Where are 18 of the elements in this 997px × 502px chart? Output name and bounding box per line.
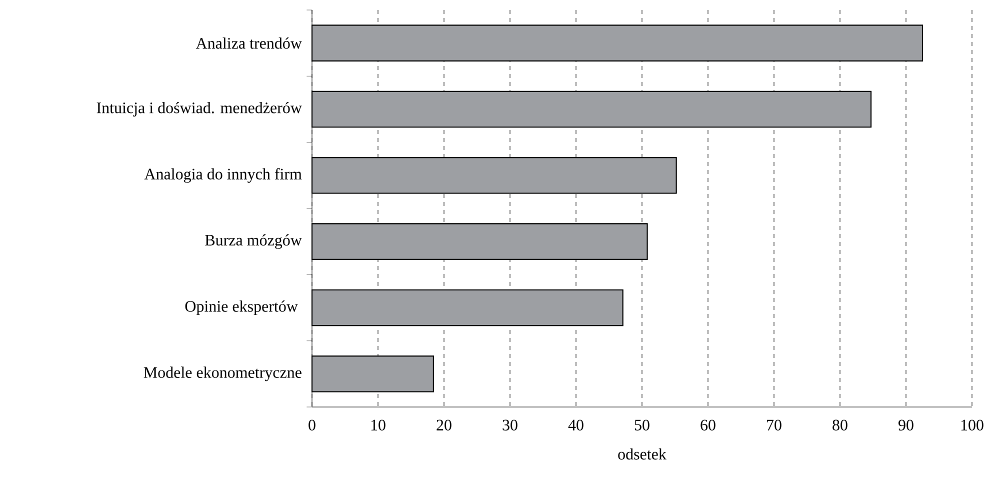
x-tick-label: 40 — [568, 420, 584, 430]
x-axis-title: odsetek — [618, 448, 666, 460]
x-tick-label: 0 — [308, 420, 316, 430]
x-tick-label: 20 — [436, 420, 452, 430]
x-tick-label: 10 — [371, 420, 386, 430]
x-tick-label: 50 — [634, 420, 650, 430]
x-tick-label: 80 — [832, 420, 848, 430]
y-tick-label: Analiza trendów — [196, 37, 302, 49]
y-tick-label: Analogia do innych firm — [144, 168, 302, 183]
y-tick-label: Opinie ekspertów — [185, 300, 298, 316]
x-tick-label: 90 — [898, 420, 914, 430]
y-tick-label: Intuicja i doświad. menedżerów — [96, 102, 302, 117]
y-tick-label: Burza mózgów — [205, 234, 302, 249]
x-tick-label: 100 — [961, 420, 984, 430]
x-tick-label: 70 — [767, 420, 782, 430]
x-tick-label: 30 — [502, 420, 518, 430]
y-tick-label: Modele ekonometryczne — [144, 366, 302, 382]
x-tick-label: 60 — [700, 420, 716, 430]
